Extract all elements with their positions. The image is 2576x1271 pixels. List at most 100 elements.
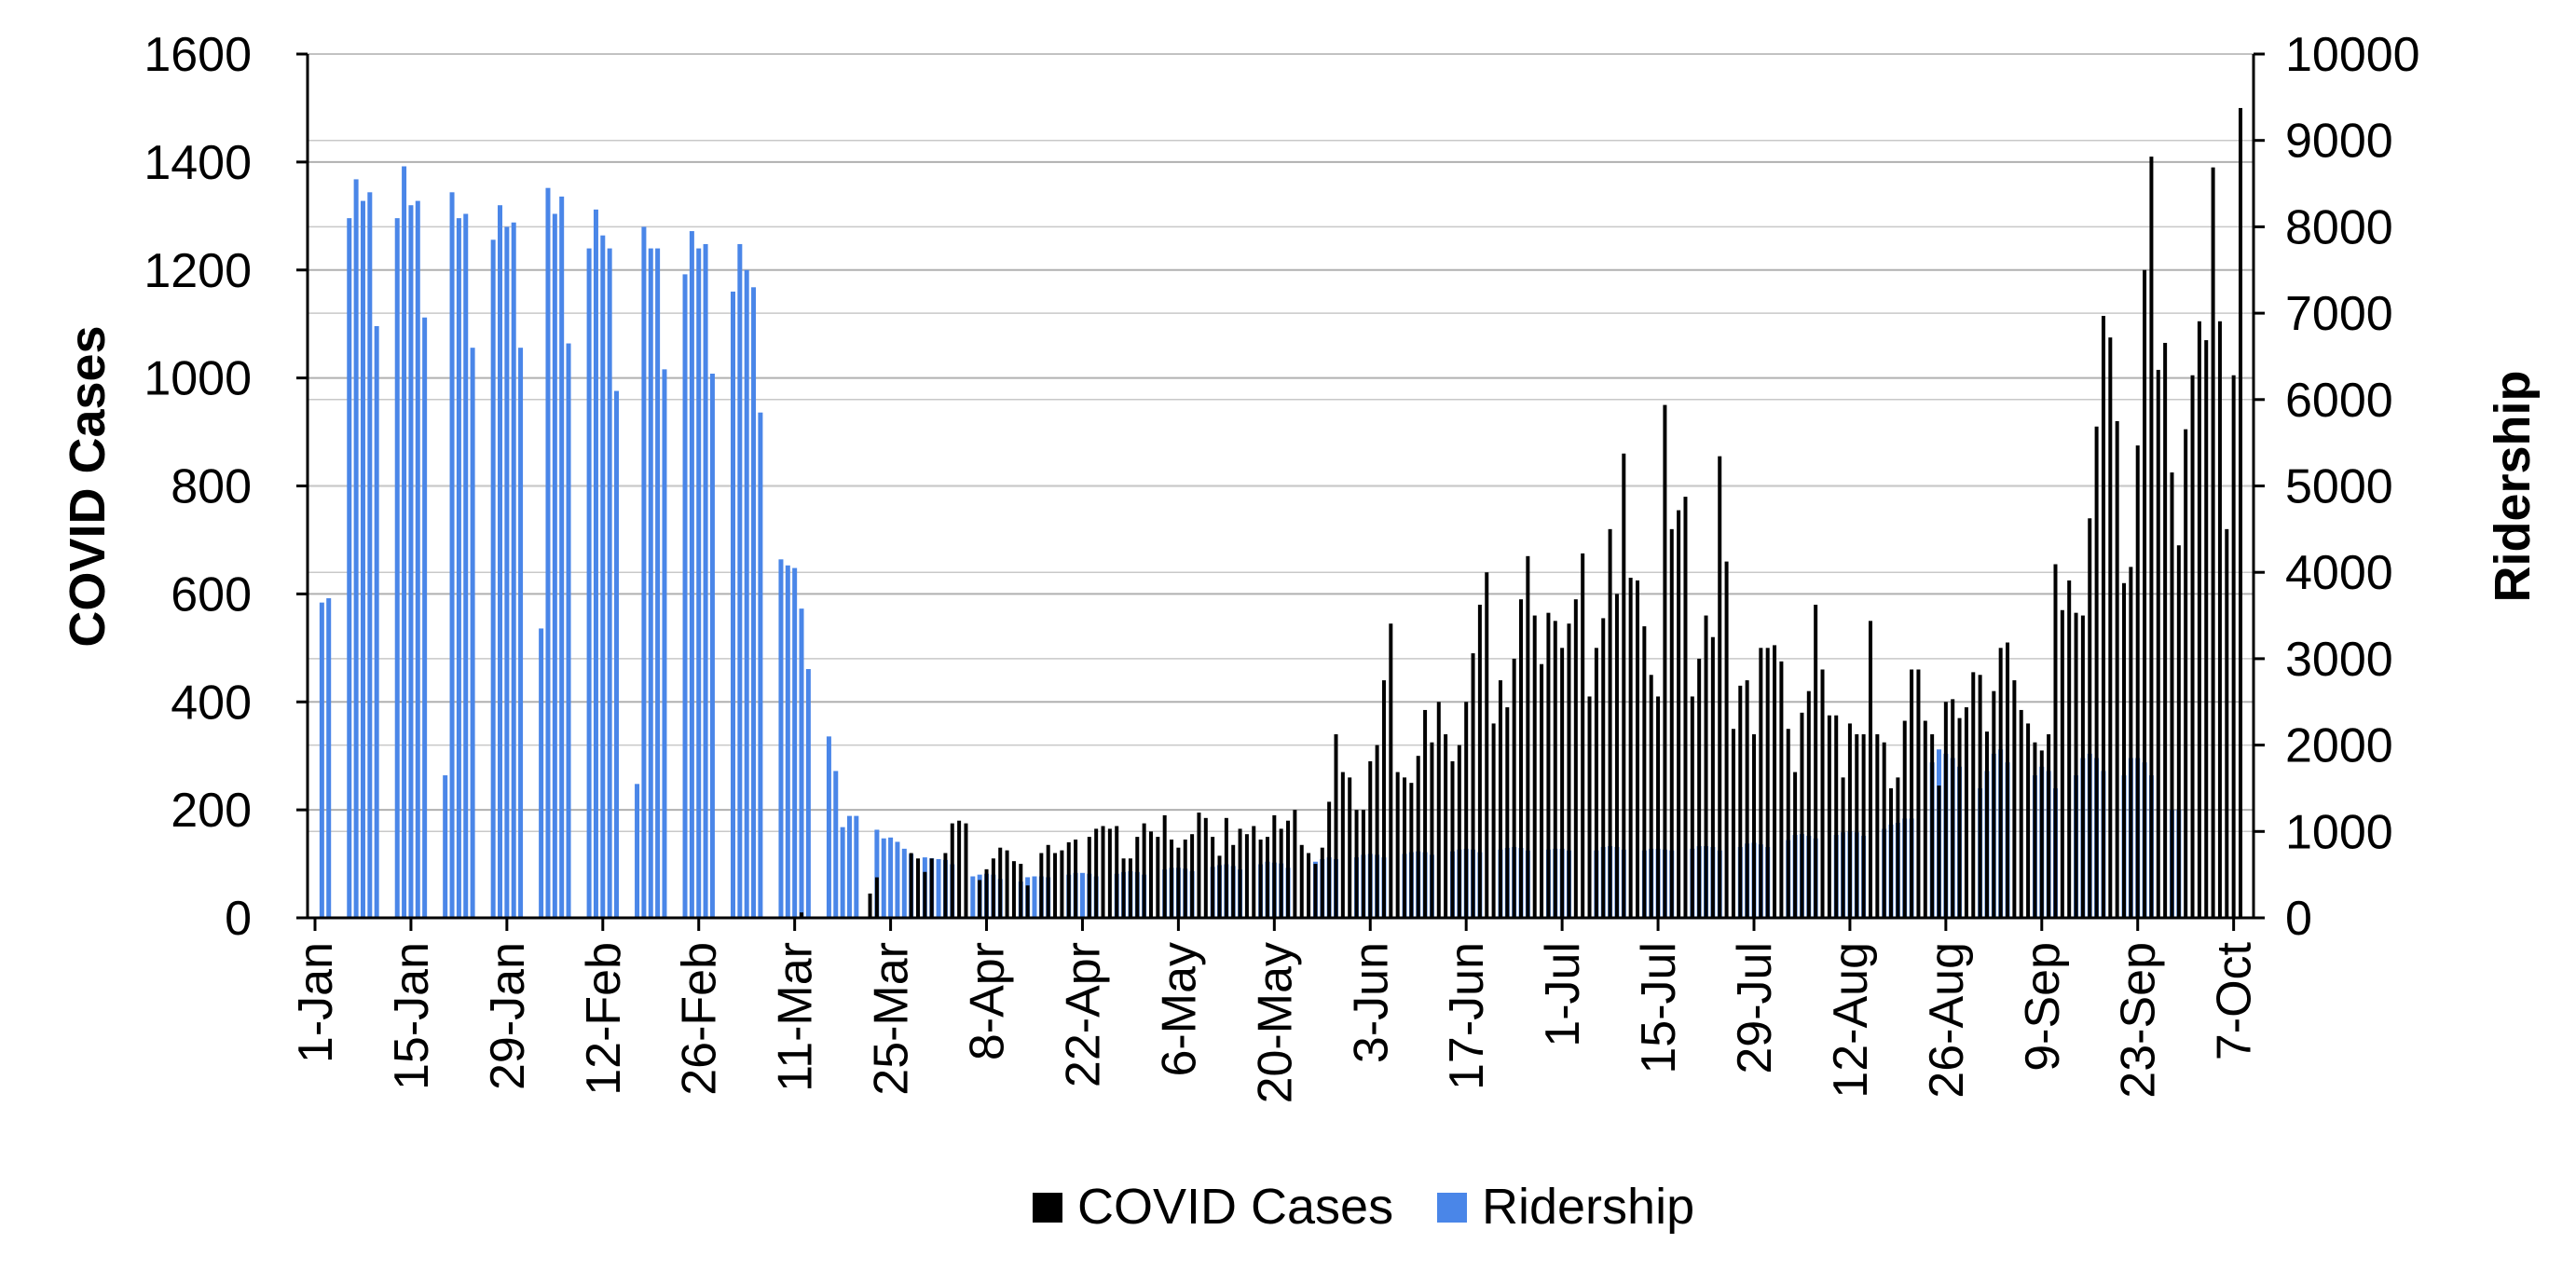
ridership-bar — [970, 876, 976, 918]
covid-cases-bar — [1430, 742, 1434, 918]
covid-cases-bar — [1573, 599, 1578, 918]
ridership-bar — [635, 784, 640, 918]
ridership-bar — [614, 390, 620, 918]
ridership-bar — [936, 858, 941, 918]
covid-cases-bar — [1477, 604, 1482, 918]
covid-cases-bar — [1718, 456, 1722, 918]
x-tick-label: 15-Jul — [1632, 942, 1686, 1074]
covid-cases-bar — [1046, 844, 1050, 918]
ridership-bar — [703, 243, 708, 918]
ridership-bar — [490, 239, 496, 918]
covid-cases-bar — [1677, 510, 1681, 918]
covid-cases-bar — [1560, 648, 1565, 918]
covid-cases-bar — [1272, 814, 1277, 918]
ridership-bar — [874, 829, 880, 918]
covid-cases-bar — [1238, 828, 1242, 918]
ridership-bar — [751, 287, 757, 918]
covid-cases-bar — [1320, 847, 1324, 918]
legend-swatch-covid-cases — [1033, 1193, 1062, 1223]
ridership-bar — [641, 226, 647, 918]
left-tick-label: 1600 — [144, 28, 252, 82]
covid-cases-bar — [1170, 839, 1174, 918]
covid-cases-bar — [1690, 696, 1694, 918]
left-tick-label: 1400 — [144, 136, 252, 190]
covid-cases-bar — [2170, 472, 2174, 918]
covid-cases-bar — [2143, 269, 2147, 918]
ridership-bar — [402, 166, 407, 918]
covid-cases-bar — [1231, 844, 1236, 918]
right-tick-label: 6000 — [2285, 374, 2393, 428]
covid-cases-bar — [1984, 731, 1989, 918]
covid-cases-bar — [1649, 675, 1653, 918]
covid-cases-bar — [1697, 658, 1702, 918]
covid-cases-bar — [1957, 718, 1962, 918]
covid-cases-bar — [1368, 760, 1373, 918]
x-tick-label: 9-Sep — [2016, 942, 2070, 1072]
covid-cases-bar — [2184, 429, 2188, 918]
covid-cases-bar — [1896, 777, 1900, 918]
covid-cases-bar — [1916, 669, 1921, 918]
covid-cases-bar — [1148, 831, 1153, 918]
covid-cases-bar — [2156, 369, 2160, 918]
covid-cases-bar — [1375, 745, 1379, 918]
covid-cases-bar — [1053, 853, 1058, 918]
legend: COVID Cases Ridership — [1033, 1179, 1694, 1235]
covid-cases-bar — [2129, 567, 2133, 918]
covid-cases-bar — [1628, 577, 1633, 918]
covid-cases-bar — [1581, 553, 1585, 918]
covid-cases-bar — [1519, 599, 1524, 918]
x-tick-label: 15-Jan — [385, 942, 439, 1090]
ridership-bar — [696, 248, 702, 918]
covid-cases-bar — [2067, 580, 2072, 918]
covid-cases-bar — [1505, 707, 1510, 918]
x-tick-label: 7-Oct — [2208, 941, 2262, 1060]
covid-cases-bar — [1937, 786, 1941, 918]
covid-cases-bar — [1409, 783, 1414, 918]
covid-cases-bar — [2197, 321, 2201, 918]
covid-cases-bar — [1244, 834, 1249, 918]
covid-cases-bar — [998, 847, 1003, 918]
left-axis-ticks: 0 200 400 600 800 1000 1200 1400 1600 — [144, 28, 252, 946]
covid-cases-bar — [991, 858, 995, 918]
ridership-bar — [353, 179, 359, 919]
covid-cases-bar — [1601, 618, 1606, 918]
covid-cases-bar — [1902, 720, 1907, 918]
ridership-bar — [559, 196, 565, 918]
covid-cases-bar — [2047, 734, 2051, 918]
covid-cases-bar — [1101, 826, 1105, 918]
covid-cases-bar — [2101, 315, 2105, 918]
covid-cases-bar — [1039, 853, 1044, 918]
right-axis-title: Ridership — [2485, 370, 2541, 602]
covid-cases-bar — [1512, 658, 1516, 918]
covid-cases-bar — [2122, 582, 2127, 918]
covid-cases-bar — [1025, 885, 1030, 918]
right-tick-label: 7000 — [2285, 287, 2393, 341]
covid-cases-bar — [1156, 837, 1160, 918]
covid-cases-bar — [1663, 404, 1667, 918]
covid-cases-bar — [1773, 645, 1777, 918]
covid-cases-bar — [1286, 820, 1291, 918]
right-tick-label: 3000 — [2285, 633, 2393, 687]
x-tick-label: 26-Aug — [1920, 942, 1974, 1099]
ridership-bar — [805, 669, 811, 918]
covid-cases-bar — [1142, 823, 1146, 918]
covid-cases-bar — [1457, 745, 1461, 918]
covid-cases-bar — [957, 820, 962, 918]
x-tick-label: 8-Apr — [961, 942, 1015, 1060]
covid-cases-bar — [1910, 669, 1914, 918]
covid-cases-bar — [1978, 675, 1982, 918]
covid-cases-bar — [1553, 621, 1557, 918]
covid-cases-bar — [2217, 321, 2222, 918]
covid-cases-bar — [1786, 729, 1790, 918]
left-axis-title: COVID Cases — [60, 325, 116, 647]
covid-cases-bar — [2211, 167, 2215, 918]
covid-cases-bar — [1964, 707, 1968, 918]
covid-cases-bar — [1128, 858, 1132, 918]
covid-cases-bar — [1540, 663, 1544, 918]
covid-cases-bar — [1820, 669, 1825, 918]
ridership-bar — [689, 231, 694, 918]
covid-cases-bar — [2019, 709, 2023, 918]
covid-cases-bar — [1622, 453, 1626, 918]
covid-cases-bar — [2012, 680, 2017, 918]
